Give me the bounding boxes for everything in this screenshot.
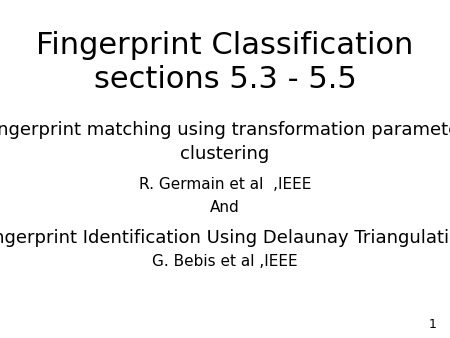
Text: R. Germain et al  ,IEEE: R. Germain et al ,IEEE [139, 177, 311, 192]
Text: Fingerprint matching using transformation parameter: Fingerprint matching using transformatio… [0, 121, 450, 139]
Text: 1: 1 [428, 318, 436, 331]
Text: And: And [210, 200, 240, 215]
Text: clustering: clustering [180, 145, 270, 163]
Text: Fingerprint Classification: Fingerprint Classification [36, 31, 414, 60]
Text: G. Bebis et al ,IEEE: G. Bebis et al ,IEEE [152, 255, 298, 269]
Text: Fingerprint Identification Using Delaunay Triangulation: Fingerprint Identification Using Delauna… [0, 229, 450, 247]
Text: sections 5.3 - 5.5: sections 5.3 - 5.5 [94, 65, 356, 94]
